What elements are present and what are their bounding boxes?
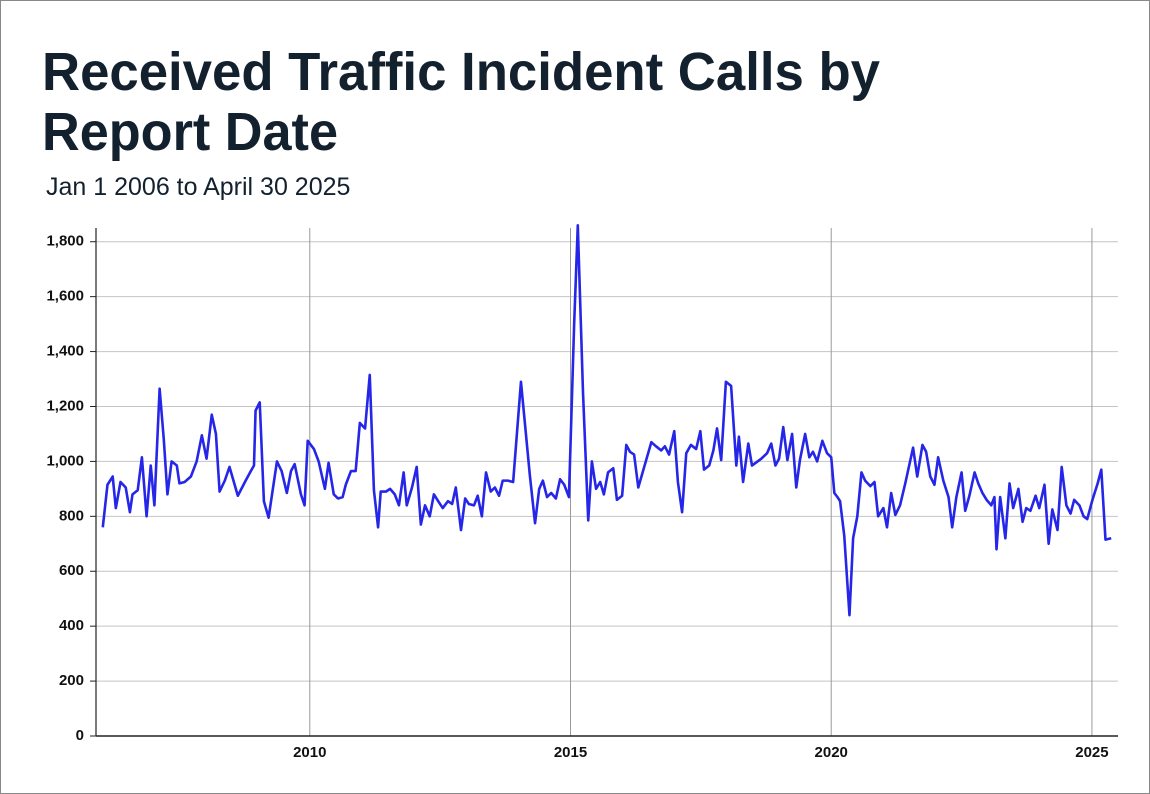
y-tick-label: 600: [59, 562, 84, 579]
y-tick-label: 0: [76, 727, 84, 744]
chart-subtitle: Jan 1 2006 to April 30 2025: [46, 173, 350, 201]
chart-title: Received Traffic Incident Calls by: [42, 42, 880, 102]
y-tick-label: 1,200: [46, 397, 84, 414]
x-tick-label: 2015: [554, 744, 587, 761]
y-tick-label: 1,000: [46, 452, 84, 469]
chart-title: Report Date: [42, 102, 338, 162]
line-series: [101, 223, 1112, 617]
y-tick-label: 1,800: [46, 233, 84, 250]
y-tick-label: 1,400: [46, 343, 84, 360]
x-tick-label: 2025: [1075, 744, 1108, 761]
y-tick-label: 1,600: [46, 288, 84, 305]
y-tick-label: 800: [59, 507, 84, 524]
y-tick-label: 400: [59, 617, 84, 634]
x-tick-label: 2010: [293, 744, 326, 761]
y-tick-label: 200: [59, 672, 84, 689]
x-tick-label: 2020: [815, 744, 848, 761]
